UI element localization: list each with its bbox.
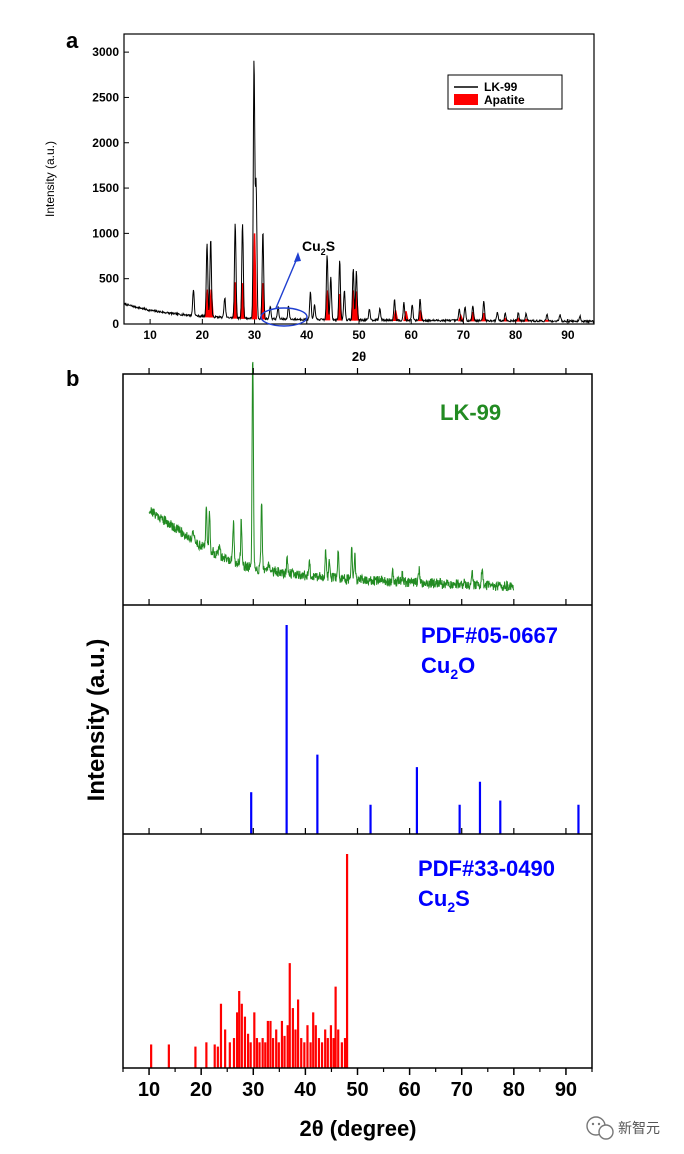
apatite-peak [251,233,258,320]
lk99-series-label: LK-99 [440,400,501,425]
panel-a: a 10 20 30 40 50 60 70 80 90 0 500 1000 1500 2000 2500… [43,28,595,364]
panel-a-y-axis-label: Intensity (a.u.) [43,141,57,217]
x-tick-label: 10 [143,328,157,342]
y-tick-label: 3000 [92,45,119,59]
panel-b-frame [122,373,593,1069]
panel-b-letter: b [66,366,79,391]
x-tick-label: 80 [503,1079,525,1101]
y-tick-label: 1500 [92,181,119,195]
y-tick-label: 2000 [92,136,119,150]
x-tick-label: 20 [196,328,210,342]
x-tick-label: 50 [352,328,366,342]
panel-b-y-axis-label: Intensity (a.u.) [83,639,110,802]
x-tick-label: 80 [509,328,523,342]
lk99-pattern-line [123,60,595,325]
x-tick-label: 40 [300,328,314,342]
x-tick-label: 60 [398,1079,420,1101]
x-tick-label: 90 [561,328,575,342]
watermark-text: 新智元 [618,1121,660,1137]
x-tick-label: 60 [405,328,419,342]
x-tick-label: 10 [138,1079,160,1101]
watermark: 新智元 [586,1116,660,1140]
y-tick-label: 500 [99,272,119,286]
annotation-arrow [275,255,299,309]
cu2o-pdf-label: PDF#05-0667 [421,623,558,648]
y-tick-label: 0 [112,317,119,331]
cu2s-annotation-label: Cu2S [302,238,335,257]
y-tick-label: 1000 [92,226,119,240]
x-tick-label: 20 [190,1079,212,1101]
panel-a-legend: LK-99 Apatite [447,74,563,110]
panel-b-x-axis-label: 2θ (degree) [299,1116,416,1141]
wechat-logo-icon [586,1116,614,1140]
panel-a-letter: a [66,28,79,53]
apatite-peak [544,319,550,322]
lk99-pattern-line [148,361,515,592]
legend-swatch-apatite [454,94,478,105]
panel-a-frame [123,33,595,325]
cu2o-formula-label: Cu2O [421,653,475,682]
x-tick-label: 50 [346,1079,368,1101]
panel-b: b 10 20 30 40 50 60 70 80 90 LK-99 PDF#05-0667 C… [66,361,593,1141]
annotation-arrowhead [294,252,301,262]
legend-label-lk99: LK-99 [484,80,518,94]
panel-a-x-axis-label: 2θ [352,349,366,364]
legend-label-apatite: Apatite [484,93,525,107]
cu2s-pdf-label: PDF#33-0490 [418,856,555,881]
y-tick-label: 2500 [92,90,119,104]
annotation-ellipse [260,307,308,327]
cu2s-formula-label: Cu2S [418,886,470,915]
x-tick-label: 70 [451,1079,473,1101]
apatite-peak [522,318,531,322]
x-tick-label: 90 [555,1079,577,1101]
x-tick-label: 40 [294,1079,316,1101]
cu2s-annotation: Cu2S [260,238,335,327]
x-tick-label: 30 [242,1079,264,1101]
x-tick-label: 30 [248,328,262,342]
x-tick-label: 70 [457,328,471,342]
